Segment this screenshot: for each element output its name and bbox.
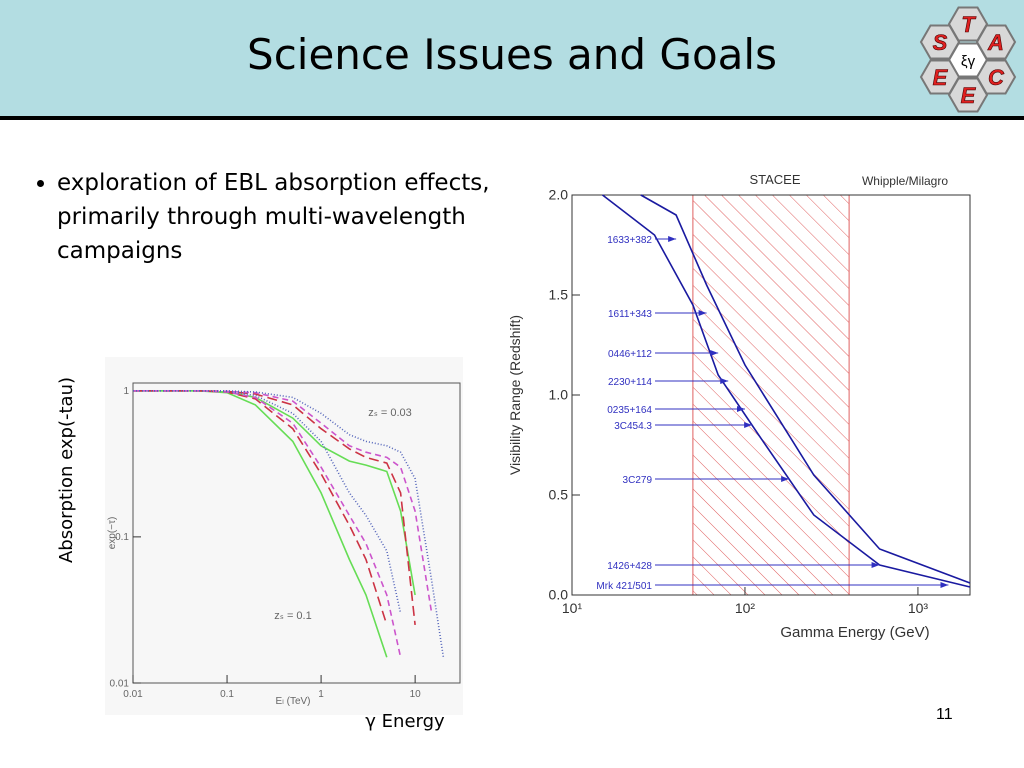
y-tick-label: 0.1	[115, 532, 129, 543]
logo-letter: A	[987, 30, 1004, 55]
header	[0, 0, 1024, 120]
y-tick-label: 1.5	[549, 287, 569, 303]
series-line	[640, 194, 971, 584]
x-axis-label: Eₗ (TeV)	[276, 696, 311, 707]
y-axis-label: Visibility Range (Redshift)	[507, 315, 523, 475]
logo-hex	[975, 24, 1017, 60]
series-line	[133, 390, 402, 658]
y-tick-label: 2.0	[549, 187, 569, 203]
band-label: Whipple/Milagro	[862, 174, 948, 188]
slide-title: Science Issues and Goals	[247, 30, 777, 79]
logo-letter: E	[961, 83, 977, 108]
source-label: 0235+164	[607, 405, 652, 416]
bullet-list: exploration of EBL absorption effects, p…	[22, 166, 497, 268]
side-x-label: γ Energy	[365, 711, 445, 732]
source-label: 3C454.3	[614, 421, 652, 432]
source-label: 1426+428	[607, 561, 652, 572]
source-label: 1633+382	[607, 235, 652, 246]
source-label: Mrk 421/501	[596, 581, 652, 592]
x-axis-label: Gamma Energy (GeV)	[780, 624, 929, 641]
x-tick-label: 10	[410, 689, 422, 700]
y-tick-label: 0.5	[549, 487, 569, 503]
annotation: zₛ = 0.03	[368, 407, 412, 419]
logo-hex	[947, 77, 989, 113]
logo-letter: C	[988, 65, 1005, 90]
logo-letter: E	[933, 65, 949, 90]
side-y-label: Absorption exp(-tau)	[56, 377, 77, 563]
logo-hex	[975, 59, 1017, 95]
y-tick-label: 1.0	[549, 387, 569, 403]
plot-frame	[132, 382, 461, 684]
band	[692, 194, 850, 596]
x-tick-label: 0.01	[123, 689, 143, 700]
x-tick-label: 1	[318, 689, 324, 700]
series-line	[602, 194, 971, 588]
logo-center: ξγ	[961, 53, 976, 70]
annotation: zₛ = 0.1	[274, 610, 311, 622]
x-tick-label: 0.1	[220, 689, 234, 700]
x-tick-label: 10³	[908, 600, 929, 616]
x-tick-label: 10¹	[562, 600, 583, 616]
logo-letter: S	[933, 30, 948, 55]
bullet: exploration of EBL absorption effects, p…	[57, 166, 497, 268]
band-label: STACEE	[749, 172, 800, 187]
y-tick-label: 0.01	[110, 678, 130, 689]
x-tick-label: 10²	[735, 600, 756, 616]
source-label: 3C279	[623, 475, 653, 486]
source-label: 2230+114	[608, 377, 652, 388]
y-tick-label: 1	[123, 386, 129, 397]
logo-letter: T	[961, 12, 976, 37]
source-label: 0446+112	[608, 349, 652, 360]
source-label: 1611+343	[608, 309, 652, 320]
y-axis-label: exp(−τ)	[107, 517, 118, 550]
y-tick-label: 0.0	[549, 587, 569, 603]
page-number: 11	[936, 706, 953, 723]
figure-background	[105, 357, 463, 715]
series-line	[133, 390, 433, 614]
logo-hex	[919, 24, 961, 60]
